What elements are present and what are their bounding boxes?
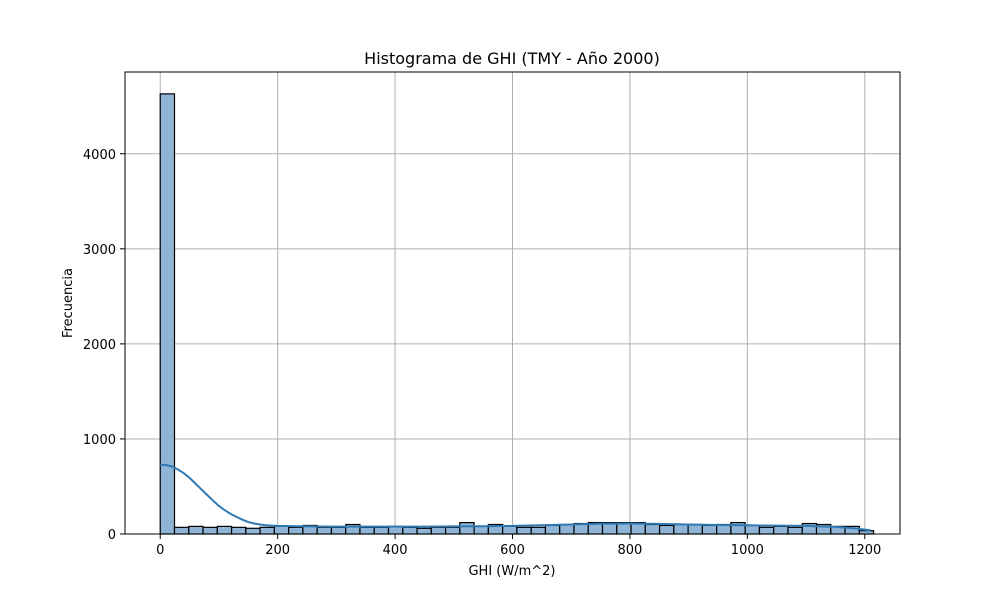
x-tick-label: 1000: [731, 543, 764, 558]
y-axis-ticks: 0 1000 2000 3000 4000: [83, 148, 125, 543]
histogram-bar: [259, 526, 275, 535]
histogram-bar: [673, 523, 689, 535]
x-tick-label: 1200: [848, 543, 881, 558]
histogram-bar: [644, 523, 661, 535]
histogram-bar: [359, 526, 375, 535]
histogram-bar: [173, 526, 190, 535]
y-tick-label: 2000: [83, 338, 116, 353]
x-tick-label: 200: [265, 543, 290, 558]
y-tick-label: 3000: [83, 243, 116, 258]
kde-curve: [160, 463, 871, 532]
histogram-bar: [159, 93, 176, 535]
histogram-bar: [787, 526, 803, 535]
histogram-bars: [159, 93, 875, 535]
histogram-bar: [245, 527, 261, 535]
x-tick-label: 400: [383, 543, 408, 558]
histogram-bar: [502, 525, 518, 535]
x-axis-label: GHI (W/m^2): [468, 564, 555, 579]
y-tick-label: 1000: [83, 433, 116, 448]
histogram-bar: [744, 524, 761, 535]
histogram-bar: [202, 526, 218, 535]
histogram-bar: [216, 525, 233, 535]
y-tick-label: 4000: [83, 148, 116, 163]
histogram-bar: [444, 526, 461, 535]
y-axis-label: Frecuencia: [61, 268, 76, 338]
histogram-bar: [402, 526, 418, 535]
histogram-bar: [758, 526, 775, 535]
histogram-bar: [559, 523, 575, 535]
x-axis-ticks: 0 200 400 600 800 1000 1200: [156, 534, 881, 558]
x-tick-label: 600: [500, 543, 525, 558]
histogram-bar: [316, 526, 333, 535]
histogram-bar: [530, 526, 547, 535]
grid-lines: [125, 72, 900, 535]
chart-title: Histograma de GHI (TMY - Año 2000): [364, 49, 660, 68]
x-tick-label: 800: [618, 543, 643, 558]
histogram-bar: [473, 525, 489, 535]
histogram-bar: [544, 524, 561, 535]
histogram-bar: [516, 526, 532, 535]
histogram-bar: [416, 527, 432, 535]
y-tick-label: 0: [108, 528, 116, 543]
histogram-bar: [330, 526, 347, 535]
histogram-bar: [188, 525, 204, 535]
histogram-bar: [701, 524, 718, 535]
histogram-bar: [430, 526, 447, 535]
histogram-bar: [658, 524, 675, 535]
histogram-bar: [230, 526, 247, 535]
x-tick-label: 0: [156, 543, 164, 558]
histogram-bar: [773, 525, 789, 535]
histogram-bar: [273, 525, 290, 535]
histogram-bar: [459, 521, 475, 535]
histogram-bar: [687, 523, 703, 535]
histogram-bar: [288, 526, 304, 535]
histogram-bar: [373, 526, 390, 535]
